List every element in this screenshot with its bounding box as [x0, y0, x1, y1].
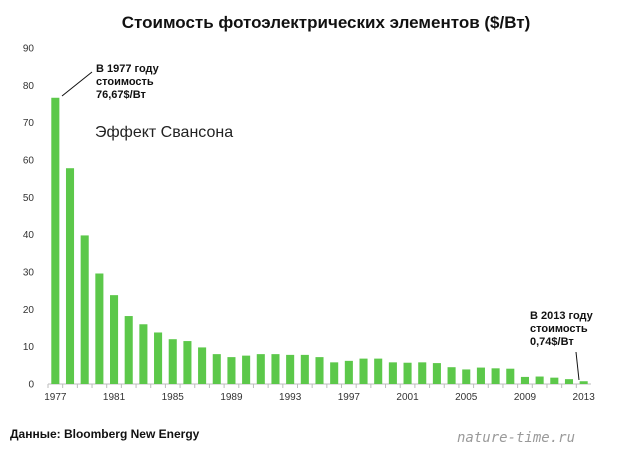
bar-1993 [286, 354, 295, 384]
y-tick-label: 30 [23, 268, 35, 279]
bar-1980 [95, 273, 104, 384]
bar-1998 [359, 358, 368, 384]
chart-title: Стоимость фотоэлектрических элементов ($… [122, 13, 531, 32]
annotation-1977-line2: стоимость [96, 76, 154, 88]
x-tick-label: 1985 [162, 392, 185, 403]
x-tick-label: 1977 [44, 392, 67, 403]
x-tick-label: 2005 [455, 392, 478, 403]
bar-1979 [80, 235, 89, 384]
bar-1978 [65, 168, 75, 384]
bar-2005 [462, 369, 471, 384]
bar-1977 [51, 97, 60, 385]
bar-1984 [154, 332, 163, 384]
y-tick-label: 10 [23, 342, 35, 353]
x-axis: 1977 1981 1985 1989 1993 1997 2001 2005 2009 2013 [44, 384, 595, 403]
bar-1981 [110, 295, 119, 384]
y-tick-label: 0 [28, 380, 34, 391]
watermark: nature-time.ru [457, 430, 575, 446]
bar-2012 [564, 379, 574, 384]
y-tick-label: 40 [23, 230, 35, 241]
bar-2009 [520, 376, 529, 384]
y-tick-label: 80 [23, 81, 35, 92]
x-tick-label: 2009 [514, 392, 537, 403]
bar-1986 [183, 341, 192, 384]
bar-1991 [256, 354, 265, 384]
swanson-effect-label: Эффект Свансона [95, 124, 233, 141]
bar-1999 [374, 358, 383, 384]
bar-1992 [271, 354, 280, 384]
bars [51, 97, 588, 385]
y-tick-label: 60 [23, 156, 35, 167]
bar-2007 [491, 368, 500, 384]
bar-2008 [506, 368, 515, 384]
bar-2000 [388, 362, 397, 384]
bar-2001 [403, 362, 412, 384]
bar-2003 [432, 363, 441, 384]
y-tick-label: 70 [23, 118, 35, 129]
x-tick-label: 1997 [338, 392, 361, 403]
annotation-2013-leader [575, 351, 580, 381]
bar-1985 [168, 339, 177, 384]
source-label: Данные: Bloomberg New Energy [10, 427, 200, 441]
bar-2013 [579, 381, 588, 384]
bar-2002 [418, 362, 427, 384]
x-tick-label: 2013 [573, 392, 596, 403]
bar-2006 [476, 367, 485, 384]
bar-1996 [330, 362, 339, 384]
y-tick-label: 50 [23, 193, 35, 204]
annotation-1977-line1: В 1977 году [96, 63, 160, 75]
bar-1990 [242, 355, 251, 384]
y-tick-label: 90 [23, 44, 35, 55]
bar-1995 [315, 357, 324, 384]
bar-1989 [227, 357, 236, 384]
y-axis: 0 10 20 30 40 50 60 70 80 90 [23, 44, 35, 391]
y-tick-label: 20 [23, 305, 35, 316]
bar-2011 [550, 377, 559, 384]
bar-1988 [212, 354, 221, 384]
x-tick-label: 1989 [220, 392, 243, 403]
bar-2004 [447, 367, 456, 384]
bar-1997 [344, 360, 353, 384]
bar-1994 [300, 354, 309, 384]
annotation-2013-line1: В 2013 году [530, 310, 594, 322]
annotation-2013-line2: стоимость [530, 323, 588, 335]
bar-1982 [124, 316, 133, 384]
x-tick-label: 1993 [279, 392, 302, 403]
bar-2010 [535, 376, 544, 384]
annotation-1977-leader [61, 71, 93, 97]
x-tick-label: 2001 [396, 392, 419, 403]
x-tick-label: 1981 [103, 392, 126, 403]
bar-1983 [139, 324, 148, 384]
bar-1987 [198, 347, 207, 384]
annotation-1977-line3: 76,67$/Вт [96, 89, 146, 101]
annotation-2013-line3: 0,74$/Вт [530, 336, 574, 348]
